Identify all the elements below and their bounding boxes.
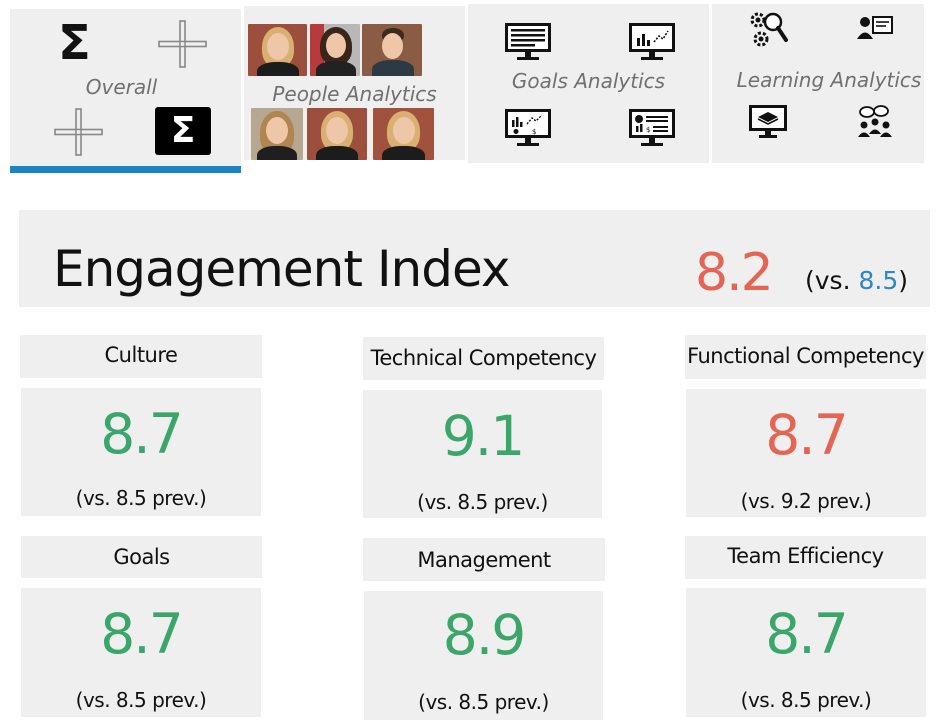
engagement-index-comparison: (vs. 8.5) xyxy=(805,266,908,295)
plus-icon xyxy=(158,20,207,68)
metric-title-culture: Culture xyxy=(20,335,262,378)
tab-goals-analytics-label: Goals Analytics xyxy=(511,69,666,93)
tab-learning-analytics-label: Learning Analytics xyxy=(736,68,922,92)
tab-learning-analytics[interactable]: Learning Analytics xyxy=(712,4,924,163)
metric-value: 8.7 xyxy=(765,403,848,467)
tab-people-analytics-label: People Analytics xyxy=(272,82,437,106)
metric-card-functional-competency: 8.7 (vs. 9.2 prev.) xyxy=(686,389,926,517)
person-photo xyxy=(362,24,422,76)
engagement-index-previous-value: 8.5 xyxy=(858,266,899,295)
comparison-close: ) xyxy=(898,266,909,295)
metric-title-team-efficiency: Team Efficiency xyxy=(685,536,926,579)
tab-overall-label: Overall xyxy=(85,75,158,99)
metric-previous: (vs. 8.5 prev.) xyxy=(418,690,549,714)
svg-text:$: $ xyxy=(532,128,536,136)
monitor-analytics-icon: $ xyxy=(505,109,551,146)
metric-previous: (vs. 9.2 prev.) xyxy=(740,489,872,513)
gears-search-icon xyxy=(750,12,788,47)
metric-previous: (vs. 8.5 prev.) xyxy=(75,486,207,510)
monitor-chart-icon xyxy=(629,23,675,60)
metric-title-functional-competency: Functional Competency xyxy=(685,335,926,379)
person-photo xyxy=(251,108,303,160)
user-card-icon xyxy=(857,16,893,39)
engagement-index-title: Engagement Index xyxy=(53,240,510,298)
person-photo xyxy=(310,24,360,76)
metric-card-goals: 8.7 (vs. 8.5 prev.) xyxy=(21,588,261,717)
engagement-index-value: 8.2 xyxy=(695,243,774,303)
metric-value: 8.7 xyxy=(100,402,183,466)
monitor-book-icon xyxy=(749,105,787,138)
person-photo xyxy=(248,24,307,76)
metric-card-culture: 8.7 (vs. 8.5 prev.) xyxy=(21,388,261,516)
comparison-open: (vs. xyxy=(805,266,851,295)
person-photo xyxy=(373,108,434,160)
metric-title-management: Management xyxy=(363,538,605,581)
sigma-icon: Σ xyxy=(58,15,91,71)
metric-value: 9.1 xyxy=(441,404,525,468)
metric-previous: (vs. 8.5 prev.) xyxy=(740,688,872,712)
tab-overall[interactable]: Σ Overall Σ xyxy=(10,9,241,166)
monitor-document-icon xyxy=(505,23,551,60)
metric-card-management: 8.9 (vs. 8.5 prev.) xyxy=(364,591,603,720)
metric-value: 8.7 xyxy=(765,602,848,666)
svg-text:$: $ xyxy=(646,126,650,134)
sigma-box-icon: Σ xyxy=(155,107,211,155)
metric-card-team-efficiency: 8.7 (vs. 8.5 prev.) xyxy=(686,588,926,717)
metric-previous: (vs. 8.5 prev.) xyxy=(75,688,207,712)
metric-title-goals: Goals xyxy=(21,536,262,578)
metric-value: 8.7 xyxy=(100,602,183,666)
tab-people-analytics[interactable]: People Analytics xyxy=(244,6,465,160)
metric-card-technical-competency: 9.1 (vs. 8.5 prev.) xyxy=(363,390,602,518)
metric-title-technical-competency: Technical Competency xyxy=(363,337,604,380)
metric-previous: (vs. 8.5 prev.) xyxy=(417,490,548,514)
group-chat-icon xyxy=(858,105,892,137)
tab-goals-analytics[interactable]: Goals Analytics $ $ xyxy=(468,4,709,163)
person-photo xyxy=(307,108,367,160)
metric-value: 8.9 xyxy=(442,603,526,667)
active-tab-indicator xyxy=(10,166,241,173)
monitor-dashboard-icon: $ xyxy=(629,109,675,146)
engagement-index-banner: Engagement Index 8.2 (vs. 8.5) xyxy=(19,210,930,307)
plus-icon xyxy=(54,108,103,156)
